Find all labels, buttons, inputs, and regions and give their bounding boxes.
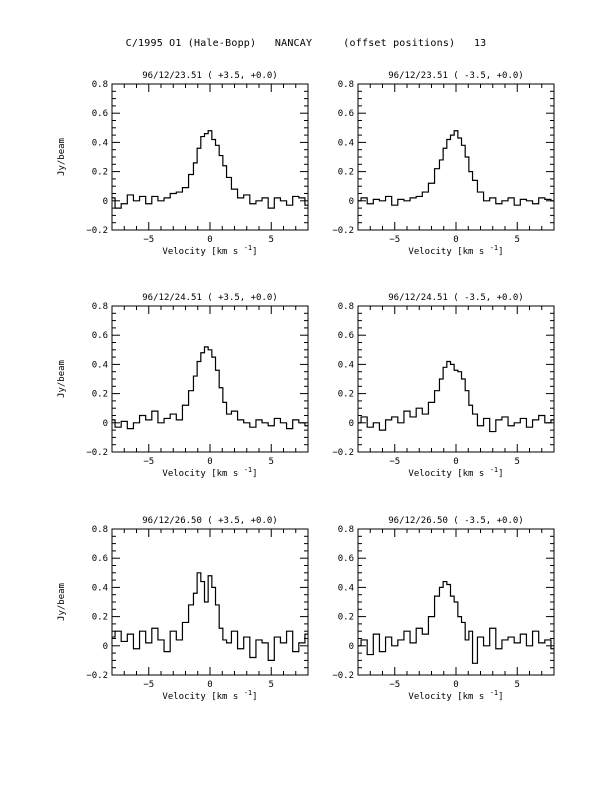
- y-tick-label: 0.8: [92, 525, 108, 535]
- y-axis-label: Jy/beam: [57, 138, 67, 176]
- spectrum-panel-1: −5 0 5 −0.2 0 0.2 0.4 0.6 0.8 96/12/23.51 ( +3.5,…: [57, 71, 309, 257]
- x-axis-label: Velocity [km s -1]: [162, 244, 257, 257]
- spectrum-line: [112, 572, 308, 661]
- x-axis-label: Velocity [km s -1]: [408, 466, 503, 479]
- x-tick-label: 5: [515, 680, 520, 690]
- x-tick-label: 0: [453, 235, 458, 245]
- y-tick-label: 0.4: [338, 360, 354, 370]
- plot-frame: [357, 83, 555, 231]
- x-tick-label: −5: [143, 457, 154, 467]
- x-axis-label: Velocity [km s -1]: [162, 689, 257, 702]
- y-tick-label: 0.6: [338, 331, 354, 341]
- spectrum-line: [358, 580, 554, 664]
- x-axis-label: Velocity [km s -1]: [162, 466, 257, 479]
- y-tick-label: 0.4: [92, 583, 108, 593]
- x-tick-label: 5: [269, 680, 274, 690]
- spectrum-panel-6: −5 0 5 −0.2 0 0.2 0.4 0.6 0.8 96/12/26.50 ( -3.5,…: [332, 516, 555, 702]
- spectrum-line: [112, 130, 308, 209]
- y-tick-label: 0.8: [92, 80, 108, 90]
- y-tick-label: 0.8: [338, 525, 354, 535]
- y-tick-label: 0.2: [338, 613, 354, 623]
- plot-frame: [111, 528, 309, 676]
- x-tick-label: 5: [269, 235, 274, 245]
- y-tick-label: −0.2: [86, 671, 108, 681]
- x-tick-label: −5: [389, 680, 400, 690]
- y-tick-label: 0.2: [92, 390, 108, 400]
- y-tick-label: 0.4: [92, 360, 108, 370]
- y-axis-label: Jy/beam: [57, 583, 67, 621]
- y-tick-label: 0.4: [92, 138, 108, 148]
- y-tick-label: 0: [349, 419, 354, 429]
- y-tick-label: −0.2: [332, 671, 354, 681]
- panel-title: 96/12/23.51 ( -3.5, +0.0): [388, 71, 523, 81]
- plot-frame: [357, 305, 555, 453]
- y-tick-label: 0: [103, 419, 108, 429]
- panel-title: 96/12/26.50 ( -3.5, +0.0): [388, 516, 523, 526]
- spectrum-panel-2: −5 0 5 −0.2 0 0.2 0.4 0.6 0.8 96/12/23.51 ( -3.5,…: [332, 71, 555, 257]
- y-tick-label: 0.8: [338, 80, 354, 90]
- y-tick-label: 0.8: [92, 302, 108, 312]
- y-tick-label: 0: [103, 642, 108, 652]
- x-tick-label: 0: [207, 235, 212, 245]
- panel-title: 96/12/24.51 ( +3.5, +0.0): [142, 293, 277, 303]
- spectrum-panel-4: −5 0 5 −0.2 0 0.2 0.4 0.6 0.8 96/12/24.51 ( -3.5,…: [332, 293, 555, 479]
- x-tick-label: −5: [389, 235, 400, 245]
- spectrum-line: [358, 130, 554, 206]
- spectrum-panel-3: −5 0 5 −0.2 0 0.2 0.4 0.6 0.8 96/12/24.51 ( +3.5,…: [57, 293, 309, 479]
- y-tick-label: 0.6: [92, 331, 108, 341]
- x-tick-label: 0: [453, 457, 458, 467]
- y-tick-label: 0: [103, 197, 108, 207]
- y-tick-label: 0.6: [92, 109, 108, 119]
- y-tick-label: 0.2: [338, 168, 354, 178]
- x-tick-label: 5: [269, 457, 274, 467]
- y-tick-label: −0.2: [332, 226, 354, 236]
- panel-title: 96/12/26.50 ( +3.5, +0.0): [142, 516, 277, 526]
- y-tick-label: 0.2: [92, 613, 108, 623]
- plot-frame: [111, 305, 309, 453]
- y-tick-label: 0: [349, 197, 354, 207]
- y-tick-label: −0.2: [86, 448, 108, 458]
- spectrum-panel-5: −5 0 5 −0.2 0 0.2 0.4 0.6 0.8 96/12/26.50 ( +3.5,…: [57, 516, 309, 702]
- x-axis-label: Velocity [km s -1]: [408, 689, 503, 702]
- y-tick-label: 0.6: [92, 554, 108, 564]
- x-tick-label: −5: [143, 235, 154, 245]
- spectrum-line: [358, 360, 554, 433]
- y-tick-label: 0.4: [338, 138, 354, 148]
- y-tick-label: 0.2: [92, 168, 108, 178]
- x-axis-label: Velocity [km s -1]: [408, 244, 503, 257]
- panel-title: 96/12/24.51 ( -3.5, +0.0): [388, 293, 523, 303]
- x-tick-label: −5: [389, 457, 400, 467]
- y-tick-label: −0.2: [86, 226, 108, 236]
- y-tick-label: 0.4: [338, 583, 354, 593]
- spectrum-line: [112, 346, 308, 430]
- x-tick-label: 5: [515, 235, 520, 245]
- x-tick-label: 0: [207, 680, 212, 690]
- plot-frame: [111, 83, 309, 231]
- x-tick-label: 5: [515, 457, 520, 467]
- y-tick-label: 0.8: [338, 302, 354, 312]
- y-tick-label: −0.2: [332, 448, 354, 458]
- x-tick-label: 0: [207, 457, 212, 467]
- panel-title: 96/12/23.51 ( +3.5, +0.0): [142, 71, 277, 81]
- y-tick-label: 0: [349, 642, 354, 652]
- y-tick-label: 0.6: [338, 109, 354, 119]
- page-title: C/1995 O1 (Hale-Bopp) NANCAY (offset pos…: [125, 38, 487, 49]
- y-tick-label: 0.6: [338, 554, 354, 564]
- x-tick-label: −5: [143, 680, 154, 690]
- y-tick-label: 0.2: [338, 390, 354, 400]
- y-axis-label: Jy/beam: [57, 360, 67, 398]
- x-tick-label: 0: [453, 680, 458, 690]
